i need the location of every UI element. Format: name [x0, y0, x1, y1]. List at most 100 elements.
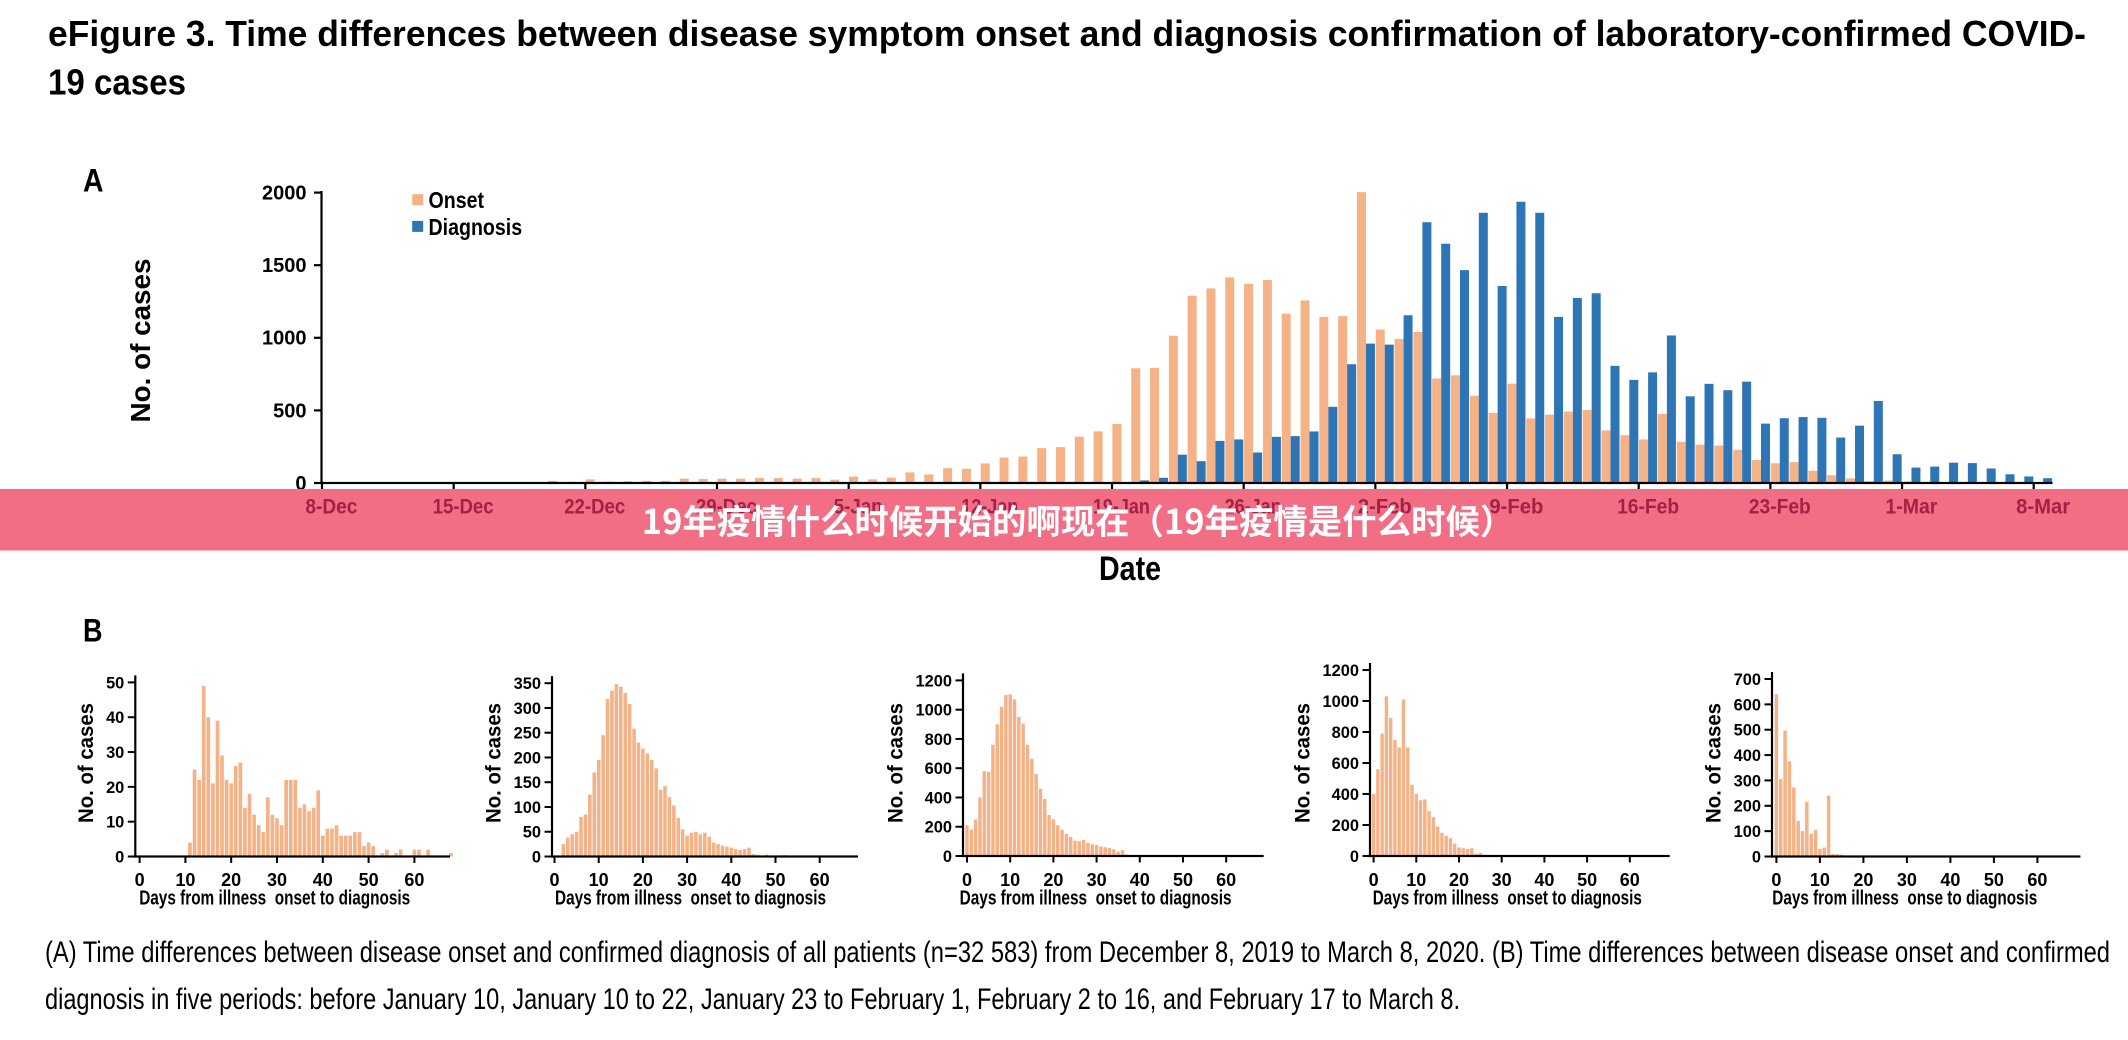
svg-text:20: 20	[106, 779, 124, 797]
svg-text:Onset: Onset	[429, 187, 485, 213]
svg-text:0: 0	[943, 848, 952, 866]
svg-text:1-Mar: 1-Mar	[1885, 495, 1938, 519]
svg-text:0: 0	[135, 870, 145, 890]
svg-text:50: 50	[106, 674, 124, 692]
svg-text:60: 60	[404, 870, 424, 890]
svg-text:20: 20	[221, 870, 241, 890]
svg-text:Days from illness onse to dia: Days from illness onse to diagnosis	[1772, 888, 2037, 910]
svg-text:0: 0	[532, 848, 541, 866]
svg-text:10: 10	[106, 814, 124, 832]
svg-text:50: 50	[359, 870, 379, 890]
svg-text:Days from illness onset to di: Days from illness onset to diagnosis	[960, 888, 1232, 910]
svg-text:700: 700	[1734, 671, 1761, 689]
svg-text:400: 400	[925, 789, 952, 807]
svg-text:400: 400	[1734, 747, 1761, 765]
svg-text:20: 20	[1449, 870, 1469, 890]
svg-text:100: 100	[1734, 823, 1761, 841]
svg-text:150: 150	[514, 774, 541, 792]
svg-text:8-Dec: 8-Dec	[305, 495, 357, 519]
svg-text:50: 50	[523, 824, 541, 842]
svg-text:1000: 1000	[916, 702, 952, 720]
svg-text:50: 50	[1984, 870, 2004, 890]
svg-text:30: 30	[106, 744, 124, 762]
svg-text:10: 10	[1000, 870, 1020, 890]
svg-text:30: 30	[677, 870, 697, 890]
svg-text:10: 10	[1810, 870, 1830, 890]
svg-text:60: 60	[1620, 870, 1640, 890]
svg-text:600: 600	[1332, 755, 1359, 773]
svg-text:16-Feb: 16-Feb	[1617, 495, 1679, 519]
svg-text:60: 60	[810, 870, 830, 890]
svg-text:1200: 1200	[1323, 662, 1359, 680]
svg-text:200: 200	[925, 819, 952, 837]
svg-text:9-Feb: 9-Feb	[1489, 495, 1543, 519]
svg-text:30: 30	[267, 870, 287, 890]
svg-text:(A) Time differences between d: (A) Time differences between disease ons…	[45, 936, 2110, 969]
svg-text:40: 40	[106, 709, 124, 727]
svg-text:600: 600	[925, 760, 952, 778]
svg-text:10: 10	[1406, 870, 1426, 890]
svg-text:No. of cases: No. of cases	[74, 703, 98, 823]
svg-text:26-Jan: 26-Jan	[1225, 495, 1282, 519]
svg-text:500: 500	[1734, 722, 1761, 740]
svg-text:8-Mar: 8-Mar	[2016, 495, 2071, 519]
svg-text:60: 60	[2027, 870, 2047, 890]
svg-text:250: 250	[514, 725, 541, 743]
svg-text:1200: 1200	[916, 672, 952, 690]
svg-text:40: 40	[721, 870, 741, 890]
svg-text:10: 10	[589, 870, 609, 890]
svg-text:800: 800	[1332, 724, 1359, 742]
svg-text:30: 30	[1087, 870, 1107, 890]
svg-text:No. of cases: No. of cases	[125, 259, 156, 423]
svg-text:350: 350	[514, 675, 541, 693]
svg-text:50: 50	[1173, 870, 1193, 890]
svg-text:300: 300	[1734, 772, 1761, 790]
svg-text:2000: 2000	[262, 183, 307, 205]
svg-text:0: 0	[1771, 870, 1781, 890]
svg-text:1000: 1000	[262, 328, 307, 350]
svg-text:22-Dec: 22-Dec	[564, 495, 625, 519]
svg-text:200: 200	[1332, 817, 1359, 835]
svg-text:20: 20	[633, 870, 653, 890]
svg-text:50: 50	[1577, 870, 1597, 890]
svg-text:60: 60	[1216, 870, 1236, 890]
svg-text:Days from illness onset to di: Days from illness onset to diagnosis	[139, 888, 410, 910]
svg-text:400: 400	[1332, 786, 1359, 804]
svg-text:500: 500	[273, 400, 306, 422]
svg-text:1500: 1500	[262, 255, 307, 277]
svg-text:0: 0	[115, 848, 124, 866]
svg-text:50: 50	[765, 870, 785, 890]
svg-text:Days from illness onset to di: Days from illness onset to diagnosis	[1373, 888, 1642, 910]
svg-text:0: 0	[549, 870, 559, 890]
svg-text:40: 40	[313, 870, 333, 890]
svg-text:19-Jan: 19-Jan	[1093, 495, 1150, 519]
svg-text:10: 10	[175, 870, 195, 890]
svg-text:Diagnosis: Diagnosis	[429, 214, 523, 240]
svg-text:23-Feb: 23-Feb	[1749, 495, 1811, 519]
svg-text:200: 200	[1734, 798, 1761, 816]
svg-text:1000: 1000	[1323, 693, 1359, 711]
svg-text:diagnosis in five periods: bef: diagnosis in five periods: before Januar…	[45, 983, 1460, 1016]
svg-text:No. of cases: No. of cases	[1291, 703, 1315, 823]
svg-text:100: 100	[514, 799, 541, 817]
svg-text:No. of cases: No. of cases	[482, 703, 506, 823]
svg-text:0: 0	[1350, 848, 1359, 866]
svg-text:B: B	[83, 613, 103, 649]
svg-text:40: 40	[1534, 870, 1554, 890]
svg-text:300: 300	[514, 700, 541, 718]
svg-text:30: 30	[1897, 870, 1917, 890]
svg-text:20: 20	[1043, 870, 1063, 890]
svg-text:Date: Date	[1099, 550, 1161, 588]
svg-text:30: 30	[1492, 870, 1512, 890]
svg-text:19 cases: 19 cases	[48, 62, 186, 103]
svg-text:0: 0	[295, 473, 306, 495]
svg-text:800: 800	[925, 731, 952, 749]
svg-text:No. of cases: No. of cases	[1702, 703, 1726, 823]
svg-text:15-Dec: 15-Dec	[433, 495, 494, 519]
svg-text:0: 0	[1752, 848, 1761, 866]
svg-text:20: 20	[1853, 870, 1873, 890]
svg-text:40: 40	[1130, 870, 1150, 890]
svg-text:No. of cases: No. of cases	[884, 703, 908, 823]
svg-text:A: A	[83, 163, 104, 199]
svg-text:200: 200	[514, 749, 541, 767]
